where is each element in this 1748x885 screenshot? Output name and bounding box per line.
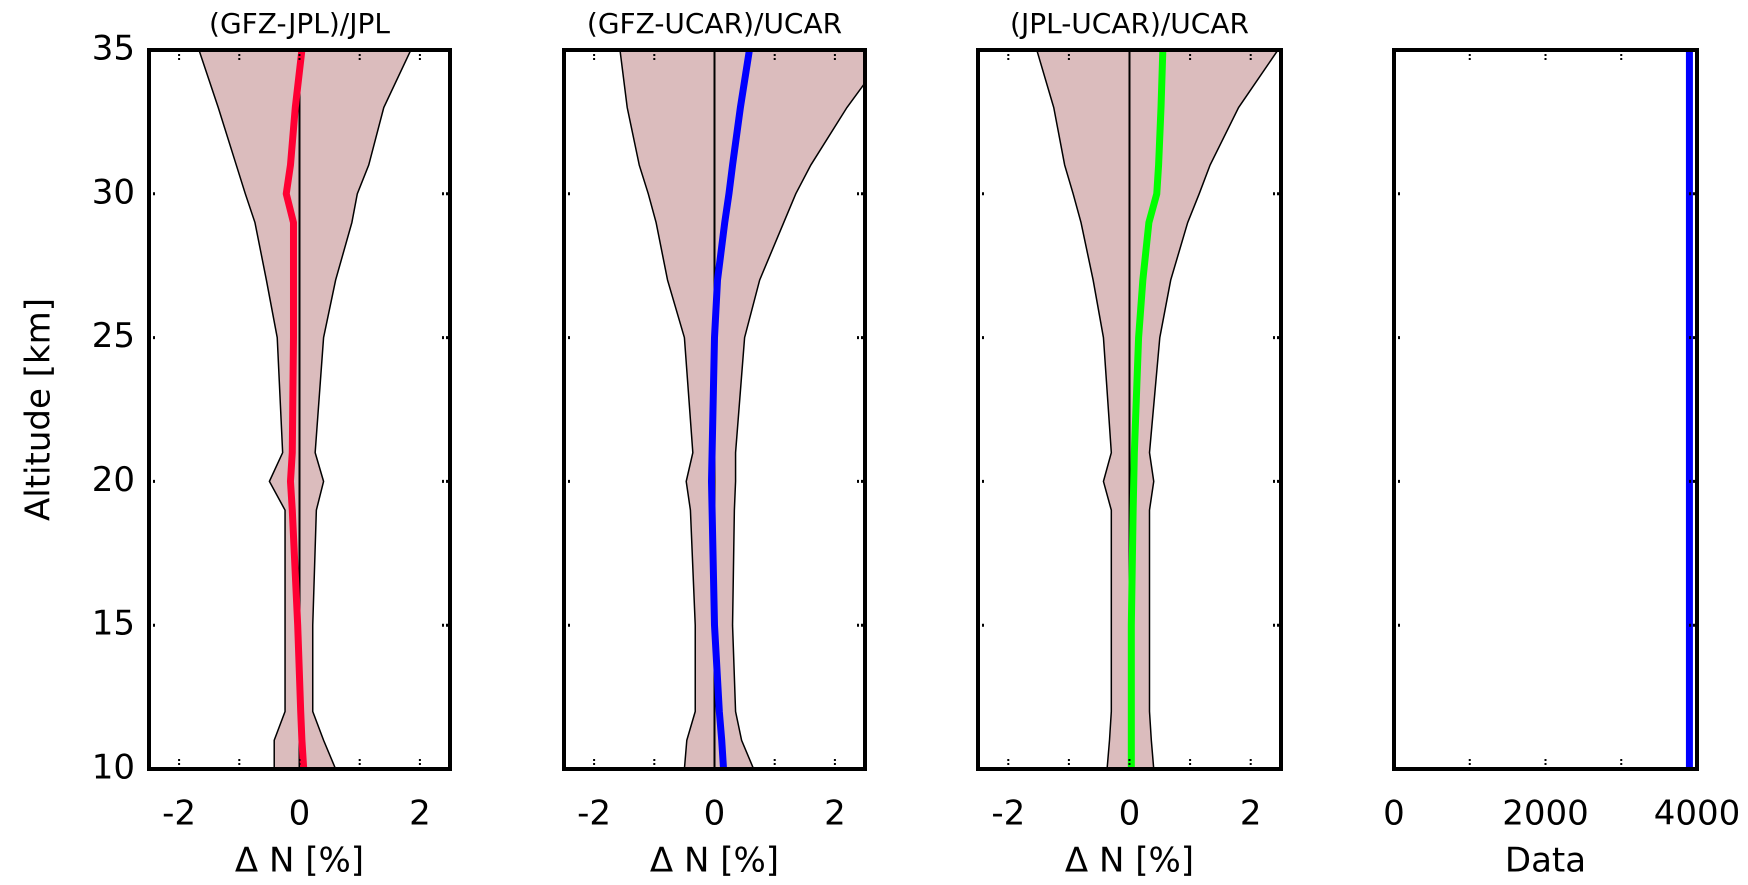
panel: -2 0 2 (GFZ-UCAR)/UCAR Δ N [%] xyxy=(562,7,867,881)
panel-title: (JPL-UCAR)/UCAR xyxy=(1010,7,1249,40)
x-tick-label: 2 xyxy=(824,794,846,834)
panel-title: (GFZ-UCAR)/UCAR xyxy=(587,7,842,40)
y-tick-label: 15 xyxy=(92,604,135,644)
panel: 0 2000 4000 Data xyxy=(1383,48,1741,881)
y-tick-label: 20 xyxy=(92,460,135,500)
spread-band xyxy=(198,50,412,769)
x-tick-label: 0 xyxy=(704,794,726,834)
y-tick-label: 30 xyxy=(92,172,135,212)
x-tick-label: 2 xyxy=(409,794,431,834)
y-axis-label: Altitude [km] xyxy=(19,298,59,521)
panel-title: (GFZ-JPL)/JPL xyxy=(209,7,390,40)
y-tick-label: 35 xyxy=(92,29,135,69)
spread-band xyxy=(1035,50,1279,769)
y-tick-label: 10 xyxy=(92,748,135,788)
axes-frame xyxy=(1392,48,1699,771)
panel: -2 0 2 10 15 20 25 30 35 (GFZ-JPL)/JPL Δ N [%] Alti… xyxy=(19,7,452,881)
x-axis-label: Δ N [%] xyxy=(235,841,364,881)
x-tick-label: -2 xyxy=(991,794,1025,834)
panel: -2 0 2 (JPL-UCAR)/UCAR Δ N [%] xyxy=(976,7,1283,881)
profile-line xyxy=(707,49,753,770)
spread-band xyxy=(619,50,865,769)
x-tick-label: 2000 xyxy=(1502,794,1589,834)
y-tick-label: 25 xyxy=(92,316,135,356)
x-axis-label: Data xyxy=(1505,841,1586,881)
x-axis-label: Δ N [%] xyxy=(1065,841,1194,881)
profile-line xyxy=(282,49,308,770)
x-tick-label: 0 xyxy=(1119,794,1141,834)
x-tick-label: 0 xyxy=(289,794,311,834)
x-tick-label: 2 xyxy=(1240,794,1262,834)
x-tick-label: -2 xyxy=(577,794,611,834)
x-tick-label: -2 xyxy=(162,794,196,834)
x-tick-label: 4000 xyxy=(1654,794,1741,834)
x-axis-label: Δ N [%] xyxy=(650,841,779,881)
x-tick-label: 0 xyxy=(1383,794,1405,834)
profile-line xyxy=(1127,49,1167,769)
